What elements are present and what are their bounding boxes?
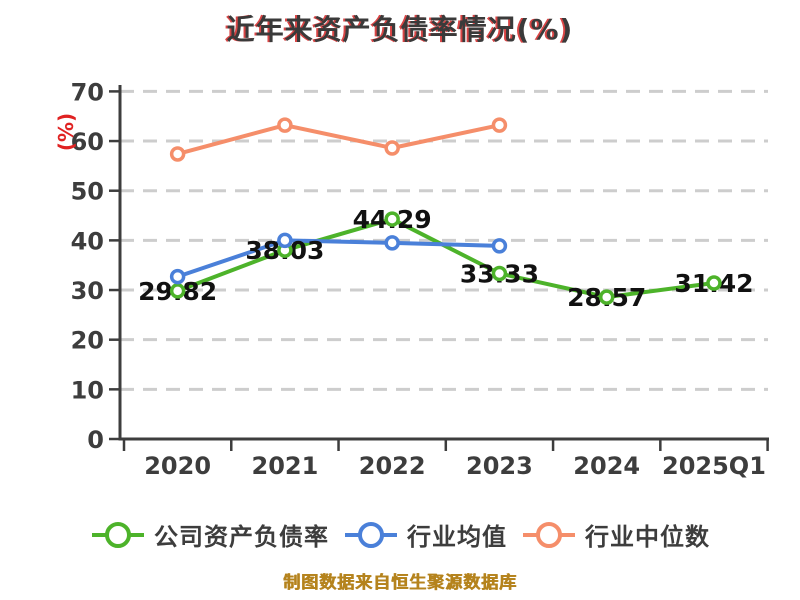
data-point-marker bbox=[169, 268, 186, 285]
legend-label: 行业均值 bbox=[407, 523, 507, 551]
data-point-marker bbox=[384, 140, 400, 156]
y-tick-label: 0 bbox=[87, 426, 104, 454]
data-point-marker bbox=[491, 117, 508, 133]
source-caption: 制图数据来自恒生聚源数据库 bbox=[283, 573, 517, 593]
x-tick-label: 2022 bbox=[359, 452, 426, 480]
y-tick-label: 60 bbox=[71, 128, 104, 156]
y-tick-label: 10 bbox=[71, 376, 104, 404]
y-tick-label: 20 bbox=[71, 327, 104, 355]
chart-title: 近年来资产负债率情况(%) bbox=[226, 13, 574, 46]
legend-item-company-ratio: 公司资产负债率 bbox=[90, 517, 329, 552]
data-point-marker bbox=[491, 265, 508, 282]
data-point-marker bbox=[491, 238, 508, 254]
blue-line-marker-icon bbox=[345, 521, 397, 548]
y-tick-label: 70 bbox=[71, 78, 104, 106]
x-tick-label: 2023 bbox=[466, 452, 533, 480]
y-tick-label: 40 bbox=[71, 227, 104, 255]
data-point-marker bbox=[384, 235, 400, 251]
data-point-marker bbox=[277, 117, 293, 133]
y-tick-label: 50 bbox=[71, 178, 104, 206]
x-tick-label: 2021 bbox=[252, 452, 319, 480]
legend-item-industry-median: 行业中位数 bbox=[521, 517, 710, 552]
x-tick-label: 2025Q1 bbox=[662, 452, 766, 480]
legend: 公司资产负债率 行业均值 行业中位数 bbox=[0, 517, 800, 552]
data-point-marker bbox=[277, 232, 293, 249]
data-point-marker bbox=[169, 283, 186, 299]
legend-item-industry-mean: 行业均值 bbox=[343, 517, 507, 552]
y-tick-label: 30 bbox=[71, 277, 104, 305]
series-line-1 bbox=[175, 238, 502, 279]
data-point-marker bbox=[384, 211, 400, 227]
data-point-marker bbox=[169, 146, 186, 162]
legend-label: 公司资产负债率 bbox=[154, 523, 329, 551]
data-point-marker bbox=[598, 289, 615, 305]
x-tick-label: 2020 bbox=[144, 452, 211, 480]
orange-line-marker-icon bbox=[523, 521, 575, 548]
legend-label: 行业中位数 bbox=[585, 523, 710, 551]
series-line-2 bbox=[175, 123, 502, 156]
y-axis-label: (%) bbox=[54, 112, 78, 152]
data-point-marker bbox=[706, 275, 722, 291]
x-tick-label: 2024 bbox=[573, 452, 640, 480]
green-line-marker-icon bbox=[92, 521, 144, 548]
